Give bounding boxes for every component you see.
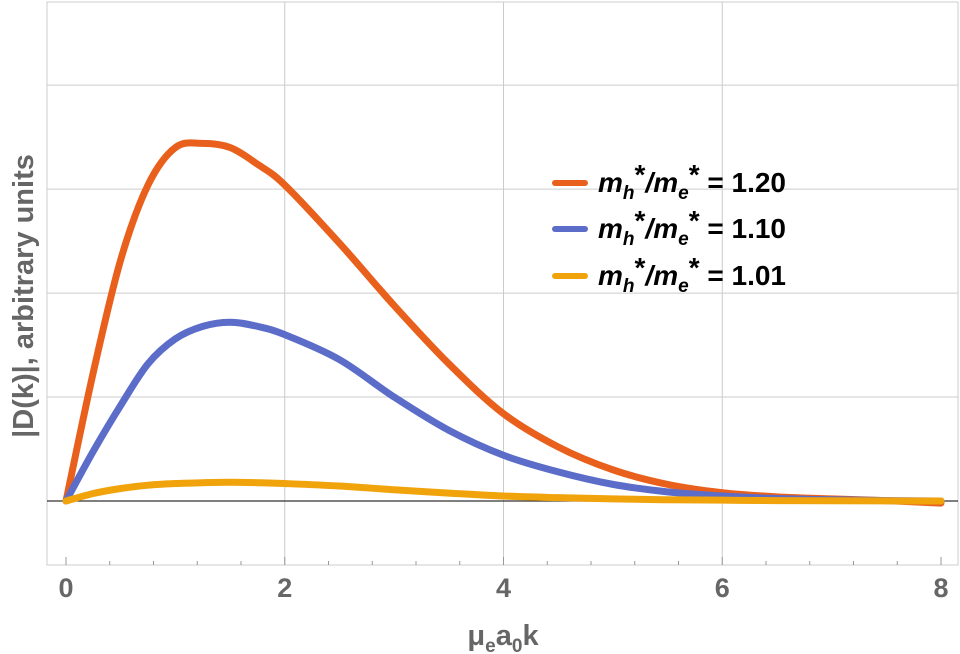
x-axis-title-k: k bbox=[522, 620, 539, 652]
x-tick-label: 6 bbox=[715, 573, 730, 603]
y-axis-title: |D(k)|, arbitrary units bbox=[8, 154, 40, 438]
series-line-2 bbox=[62, 478, 945, 505]
legend-label: mh*/me* = 1.01 bbox=[598, 252, 786, 297]
legend-label: mh*/me* = 1.10 bbox=[598, 205, 786, 250]
x-axis-title: μea0k bbox=[467, 620, 539, 654]
plot-frame bbox=[46, 1, 959, 566]
legend-entry: mh*/me* = 1.10 bbox=[552, 205, 786, 250]
x-tick-label: 2 bbox=[277, 573, 292, 603]
x-tick-label: 4 bbox=[496, 573, 511, 603]
x-axis-title-a: a bbox=[496, 620, 513, 652]
x-axis-ticks bbox=[65, 557, 942, 565]
series-lines bbox=[62, 139, 945, 507]
grid bbox=[47, 2, 958, 565]
legend-label: mh*/me* = 1.20 bbox=[598, 159, 786, 204]
legend: mh*/me* = 1.20 mh*/me* = 1.10 mh*/me* = … bbox=[552, 159, 786, 297]
legend-entry: mh*/me* = 1.20 bbox=[552, 159, 786, 204]
x-axis-title-mu: μ bbox=[467, 620, 485, 652]
x-tick-label: 0 bbox=[58, 573, 73, 603]
x-axis-tick-labels: 0 2 4 6 8 bbox=[58, 573, 948, 603]
legend-entry: mh*/me* = 1.01 bbox=[552, 252, 786, 297]
x-tick-label: 8 bbox=[933, 573, 948, 603]
x-axis-title-zero-sub: 0 bbox=[512, 636, 523, 654]
x-axis-title-e-sub: e bbox=[485, 636, 496, 654]
